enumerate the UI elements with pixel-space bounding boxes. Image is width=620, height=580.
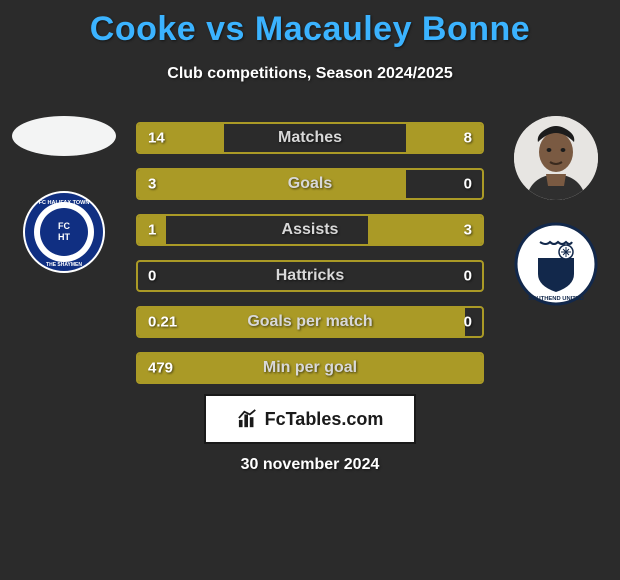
right-player-column: SOUTHEND UNITED	[500, 116, 612, 306]
page-title: Cooke vs Macauley Bonne	[0, 0, 620, 49]
svg-text:HT: HT	[58, 232, 70, 242]
svg-text:FC HALIFAX TOWN: FC HALIFAX TOWN	[39, 200, 90, 206]
stat-value-right: 8	[464, 130, 472, 147]
stat-value-right: 3	[464, 222, 472, 239]
stat-row: 479 Min per goal	[136, 352, 484, 384]
stats-container: 14 8 Matches 3 0 Goals 1 3 Assists 0 0 Hattricks 0.2…	[136, 122, 484, 384]
date-label: 30 november 2024	[0, 456, 620, 474]
brand-label: FcTables.com	[237, 409, 384, 430]
right-club-badge: SOUTHEND UNITED	[514, 222, 598, 306]
left-player-portrait-placeholder	[12, 116, 116, 156]
svg-text:THE SHAYMEN: THE SHAYMEN	[46, 262, 82, 268]
right-player-portrait	[514, 116, 598, 200]
stat-value-left: 1	[148, 222, 156, 239]
stat-row: 14 8 Matches	[136, 122, 484, 154]
stat-value-left: 0.21	[148, 314, 177, 331]
stat-label: Assists	[282, 221, 339, 239]
stat-label: Min per goal	[263, 359, 357, 377]
stat-label: Hattricks	[276, 267, 344, 285]
subtitle: Club competitions, Season 2024/2025	[0, 65, 620, 83]
stat-fill-left	[138, 170, 406, 198]
stat-value-left: 479	[148, 360, 173, 377]
stat-value-left: 0	[148, 268, 156, 285]
brand-box: FcTables.com	[204, 394, 416, 444]
stat-label: Goals	[288, 175, 332, 193]
stat-row: 0 0 Hattricks	[136, 260, 484, 292]
stat-label: Matches	[278, 129, 342, 147]
chart-icon	[237, 409, 259, 429]
stat-label: Goals per match	[247, 313, 372, 331]
svg-text:FC: FC	[58, 221, 70, 231]
stat-value-left: 3	[148, 176, 156, 193]
stat-value-right: 0	[464, 176, 472, 193]
brand-text: FcTables.com	[265, 409, 384, 430]
stat-row: 1 3 Assists	[136, 214, 484, 246]
stat-value-left: 14	[148, 130, 165, 147]
stat-row: 3 0 Goals	[136, 168, 484, 200]
stat-row: 0.21 0 Goals per match	[136, 306, 484, 338]
stat-value-right: 0	[464, 268, 472, 285]
stat-value-right: 0	[464, 314, 472, 331]
svg-text:SOUTHEND UNITED: SOUTHEND UNITED	[528, 296, 584, 302]
left-club-badge: FC HT FC HALIFAX TOWN THE SHAYMEN	[22, 190, 106, 274]
left-player-column: FC HT FC HALIFAX TOWN THE SHAYMEN	[8, 116, 120, 274]
